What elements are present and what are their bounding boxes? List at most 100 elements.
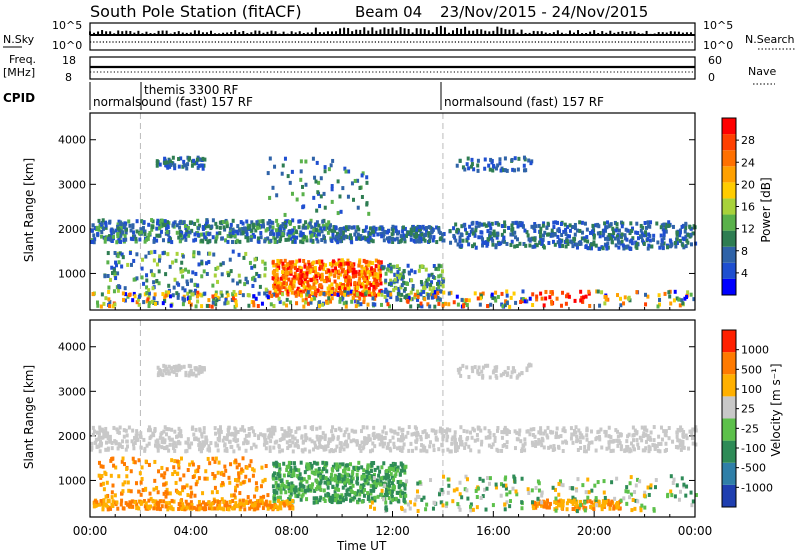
velocity-echo-cell	[327, 492, 331, 497]
velocity-echo-cell	[577, 428, 581, 433]
velocity-echo-cell	[543, 501, 547, 506]
velocity-echo-cell	[268, 448, 272, 453]
power-echo-cell	[330, 228, 334, 233]
velocity-echo-cell	[380, 476, 384, 481]
velocity-echo-cell	[116, 446, 120, 451]
velocity-echo-cell	[643, 426, 647, 431]
power-echo-cell	[245, 219, 249, 224]
velocity-echo-cell	[348, 492, 352, 497]
power-echo-cell	[528, 243, 532, 248]
velocity-echo-cell	[561, 499, 565, 504]
power-echo-cell	[238, 279, 242, 284]
velocity-echo-cell	[105, 480, 109, 485]
velocity-echo-cell	[447, 483, 451, 488]
velocity-echo-cell	[300, 483, 304, 488]
cpid-segment-3: normalsound (fast) 157 RF	[444, 95, 604, 109]
velocity-echo-cell	[554, 435, 558, 440]
velocity-echo-cell	[401, 432, 405, 437]
power-echo-cell	[332, 225, 336, 230]
power-echo-cell	[510, 239, 514, 244]
power-echo-cell	[240, 231, 244, 236]
power-echo-cell	[404, 234, 408, 239]
power-echo-cell	[456, 302, 460, 307]
velocity-echo-cell	[198, 428, 202, 433]
velocity-echo-cell	[587, 446, 591, 451]
velocity-echo-cell	[278, 485, 282, 490]
power-echo-cell	[152, 280, 156, 285]
power-echo-cell	[418, 228, 422, 233]
power-echo-cell	[656, 304, 660, 309]
velocity-echo-cell	[131, 428, 135, 433]
power-echo-cell	[439, 264, 443, 269]
power-echo-cell	[675, 241, 679, 246]
power-echo-cell	[339, 239, 343, 244]
power-echo-cell	[412, 226, 416, 231]
power-echo-cell	[538, 240, 542, 245]
power-echo-cell	[175, 230, 179, 235]
power-echo-cell	[366, 238, 370, 243]
power-echo-cell	[299, 230, 303, 235]
power-echo-cell	[394, 229, 398, 234]
power-echo-cell	[351, 274, 355, 279]
power-echo-cell	[353, 270, 357, 275]
power-echo-cell	[548, 295, 552, 300]
power-echo-cell	[269, 230, 273, 235]
power-echo-cell	[119, 222, 123, 227]
power-echo-cell	[424, 228, 428, 233]
velocity-echo-cell	[154, 499, 158, 504]
power-echo-cell	[393, 272, 397, 277]
power-echo-cell	[542, 221, 546, 226]
velocity-echo-cell	[453, 445, 457, 450]
power-echo-cell	[571, 244, 575, 249]
power-echo-cell	[354, 273, 358, 278]
velocity-echo-cell	[694, 428, 698, 433]
power-echo-cell	[181, 302, 185, 307]
power-echo-cell	[335, 283, 339, 288]
velocity-echo-cell	[314, 468, 318, 473]
power-echo-cell	[101, 218, 105, 223]
power-echo-cell	[416, 289, 420, 294]
velocity-echo-cell	[283, 503, 287, 508]
velocity-echo-cell	[279, 506, 283, 511]
power-echo-cell	[662, 222, 666, 227]
power-echo-cell	[364, 284, 368, 289]
velocity-echo-cell	[305, 497, 309, 502]
power-echo-cell	[239, 220, 243, 225]
power-echo-cell	[164, 272, 168, 277]
power-echo-cell	[257, 225, 261, 230]
velocity-echo-cell	[171, 472, 175, 477]
velocity-echo-cell	[684, 433, 688, 438]
power-echo-cell	[189, 278, 193, 283]
velocity-echo-cell	[531, 442, 535, 447]
velocity-echo-cell	[135, 502, 139, 507]
power-echo-cell	[614, 228, 618, 233]
velocity-echo-cell	[459, 434, 463, 439]
velocity-echo-cell	[218, 425, 222, 430]
power-echo-cell	[494, 245, 498, 250]
power-echo-cell	[660, 239, 664, 244]
velocity-echo-cell	[450, 437, 454, 442]
velocity-echo-cell	[295, 439, 299, 444]
power-echo-cell	[311, 230, 315, 235]
power-echo-cell	[556, 228, 560, 233]
power-echo-cell	[373, 272, 377, 277]
power-echo-cell	[275, 262, 279, 267]
power-echo-cell	[179, 156, 183, 161]
power-echo-cell	[196, 290, 200, 295]
power-echo-cell	[391, 239, 395, 244]
velocity-echo-cell	[646, 436, 650, 441]
power-echo-cell	[339, 235, 343, 240]
velocity-echo-cell	[242, 428, 246, 433]
power-echo-cell	[218, 220, 222, 225]
power-echo-cell	[289, 271, 293, 276]
power-echo-cell	[380, 290, 384, 295]
power-echo-cell	[300, 274, 304, 279]
velocity-echo-cell	[609, 435, 613, 440]
power-echo-cell	[170, 160, 174, 165]
power-echo-cell	[584, 294, 588, 299]
velocity-echo-cell	[428, 440, 432, 445]
velocity-echo-cell	[294, 493, 298, 498]
velocity-echo-cell	[227, 425, 231, 430]
power-echo-cell	[493, 296, 497, 301]
